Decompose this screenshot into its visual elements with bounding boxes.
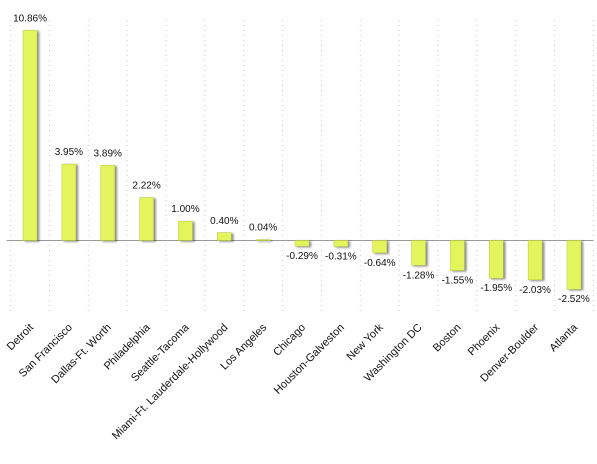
bar xyxy=(100,165,115,241)
bar xyxy=(333,240,349,247)
bar xyxy=(139,197,154,241)
bar xyxy=(372,240,387,254)
value-label: 0.40% xyxy=(210,216,238,227)
value-label: -0.31% xyxy=(325,251,357,262)
x-tick-label: Detroit xyxy=(5,322,36,353)
value-label: 10.86% xyxy=(13,13,47,24)
value-label: -0.29% xyxy=(286,251,318,262)
x-tick-label: Chicago xyxy=(271,322,308,359)
bar xyxy=(411,240,426,266)
bar xyxy=(22,30,38,241)
bar xyxy=(450,240,465,271)
x-tick-label: Phoenix xyxy=(466,321,503,358)
x-tick-label: Atlanta xyxy=(547,321,580,354)
x-tick-label: Boston xyxy=(431,322,464,355)
bar xyxy=(255,239,271,241)
value-label: -0.64% xyxy=(364,258,396,269)
value-label: 0.04% xyxy=(249,223,277,234)
bar xyxy=(566,240,582,290)
bar xyxy=(527,240,543,281)
value-label: -1.28% xyxy=(403,270,435,281)
bar xyxy=(217,232,232,241)
value-label: 3.89% xyxy=(94,148,122,159)
bar xyxy=(294,240,310,247)
value-label: -1.95% xyxy=(480,283,512,294)
value-label: -1.55% xyxy=(442,275,474,286)
x-tick-label: Houston-Galveston xyxy=(272,322,347,397)
value-label: 3.95% xyxy=(55,147,83,158)
value-label: 1.00% xyxy=(171,204,199,215)
bar xyxy=(61,163,77,241)
value-label: 2.22% xyxy=(132,181,160,192)
bar xyxy=(489,240,504,279)
value-label: -2.52% xyxy=(558,294,590,305)
bar xyxy=(178,220,193,241)
value-label: -2.03% xyxy=(519,285,551,296)
